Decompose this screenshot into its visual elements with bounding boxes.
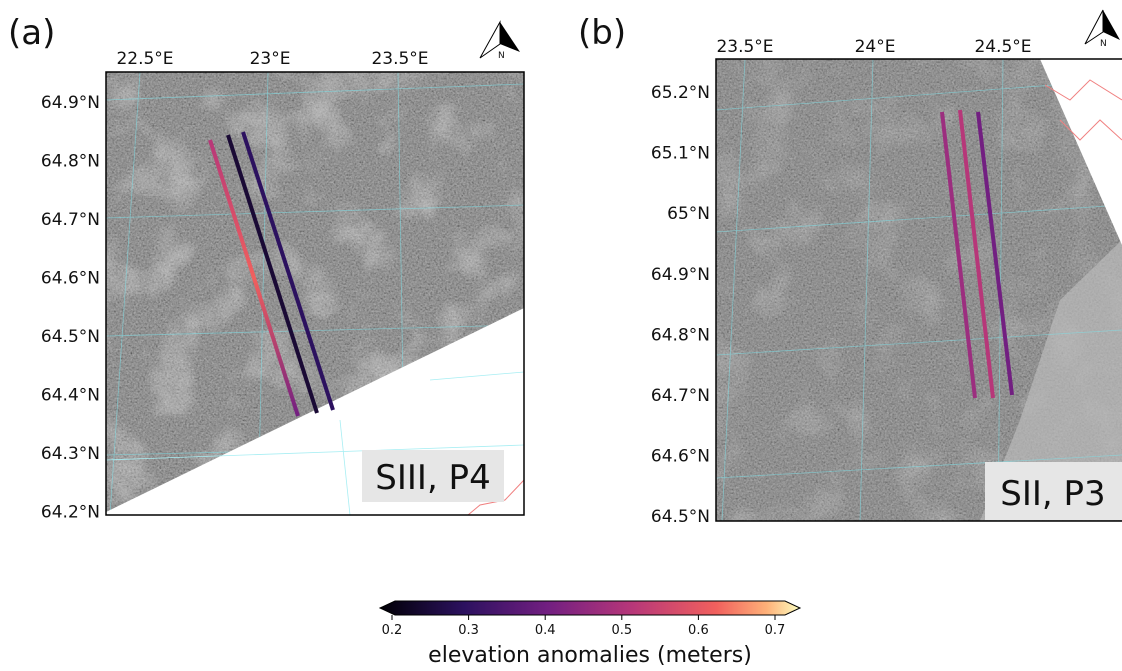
lon-tick-label: 23.5°E: [716, 37, 773, 57]
colorbar-label: elevation anomalies (meters): [428, 643, 752, 667]
colorbar-tick-label: 0.5: [611, 623, 632, 638]
lon-tick-label: 24.5°E: [974, 37, 1031, 57]
north-arrow: N: [1084, 9, 1120, 49]
lat-tick-label: 64.7°N: [41, 210, 100, 230]
lat-tick-label: 64.2°N: [41, 503, 100, 523]
lat-tick-label: 64.9°N: [41, 93, 100, 113]
lat-tick-label: 64.6°N: [651, 447, 710, 467]
lat-tick-label: 64.3°N: [41, 444, 100, 464]
lat-tick-label: 64.6°N: [41, 269, 100, 289]
ticks: 22.5°E 23°E 23.5°E 64.9°N 64.8°N 64.7°N 64.6°N…: [41, 37, 1032, 638]
lat-tick-label: 65.1°N: [651, 144, 710, 164]
lon-tick-label: 24°E: [855, 37, 896, 57]
lat-tick-label: 64.5°N: [41, 327, 100, 347]
lat-tick-label: 65°N: [667, 204, 710, 224]
colorbar-tick-label: 0.7: [765, 623, 786, 638]
lat-tick-label: 64.9°N: [651, 265, 710, 285]
panel-label: (a): [8, 13, 55, 53]
lat-tick-label: 64.5°N: [651, 507, 710, 527]
north-label: N: [498, 51, 505, 61]
lon-tick-label: 23°E: [250, 49, 291, 69]
lat-tick-label: 65.2°N: [651, 83, 710, 103]
annotation: SII, P3: [1000, 474, 1105, 514]
north-arrow: N: [479, 20, 520, 61]
lon-tick-label: 23.5°E: [371, 49, 428, 69]
map-a: [106, 72, 524, 515]
colorbar-tick-label: 0.2: [382, 623, 403, 638]
colorbar-tick-label: 0.4: [535, 623, 556, 638]
map-b: [716, 59, 1122, 521]
lon-tick-label: 22.5°E: [116, 49, 173, 69]
north-label: N: [1100, 39, 1107, 49]
panel-label: (b): [578, 13, 626, 53]
lat-tick-label: 64.8°N: [651, 325, 710, 345]
lat-tick-label: 64.4°N: [41, 386, 100, 406]
colorbar-tick-label: 0.3: [458, 623, 479, 638]
lat-tick-label: 64.8°N: [41, 152, 100, 172]
annotation: SIII, P4: [375, 458, 490, 498]
lat-tick-label: 64.7°N: [651, 386, 710, 406]
colorbar-tick-label: 0.6: [688, 623, 709, 638]
